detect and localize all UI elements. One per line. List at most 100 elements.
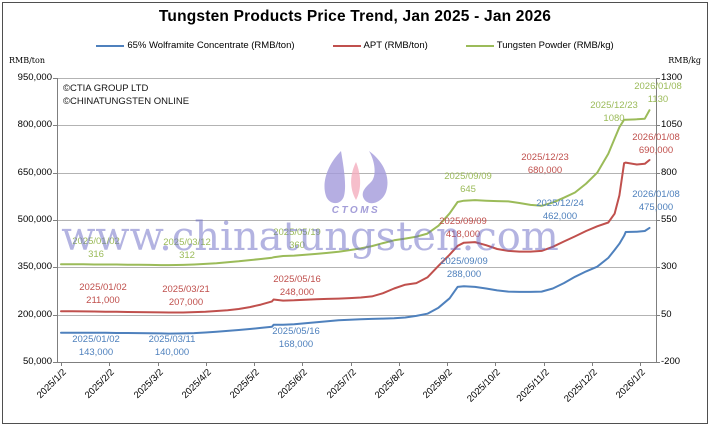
left-axis-unit: RMB/ton	[9, 56, 45, 65]
annotation-date: 2025/12/23	[521, 152, 569, 163]
annotation-apt: 2025/09/09 418,000	[439, 215, 487, 241]
legend-swatch-powder	[465, 44, 494, 47]
annotation-date: 2025/01/02	[72, 236, 120, 247]
annotation-powder: 2025/03/12 312	[163, 236, 211, 262]
annotation-date: 2026/01/08	[632, 189, 680, 200]
legend-item-powder: Tungsten Powder (RMB/kg)	[465, 40, 614, 51]
right-axis-tick-label: 800	[661, 166, 677, 178]
annotation-powder: 2025/01/02 316	[72, 235, 120, 261]
annotation-value: 248,000	[279, 287, 315, 298]
left-axis-tick	[53, 267, 57, 268]
right-axis-tick-label: 1300	[661, 72, 683, 83]
x-axis-tick	[495, 362, 496, 366]
annotation-date: 2025/09/09	[444, 171, 492, 182]
legend-item-apt: APT (RMB/ton)	[332, 40, 428, 51]
x-axis-tick	[351, 362, 352, 366]
legend: 65% Wolframite Concentrate (RMB/ton) APT …	[0, 40, 710, 51]
right-axis-tick	[656, 125, 660, 126]
left-axis-tick-label: 650,000	[17, 166, 52, 178]
annotation-apt: 2025/12/23 680,000	[521, 151, 569, 177]
annotation-powder: 2025/05/19 360	[273, 226, 321, 252]
annotation-apt: 2025/01/02 211,000	[79, 281, 127, 307]
left-axis-tick	[53, 78, 57, 79]
annotation-apt: 2026/01/08 690,000	[632, 131, 680, 157]
annotation-date: 2026/01/08	[632, 132, 680, 143]
series-line-powder	[60, 109, 651, 267]
gridline	[58, 125, 656, 126]
annotation-value: 316	[88, 249, 104, 260]
legend-label-powder: Tungsten Powder (RMB/kg)	[496, 40, 614, 51]
left-axis-tick-label: 350,000	[17, 261, 52, 273]
annotation-value: 690,000	[638, 145, 674, 156]
annotation-apt: 2025/05/16 248,000	[273, 273, 321, 299]
x-axis-tick	[399, 362, 400, 366]
x-axis-tick	[158, 362, 159, 366]
gridline	[58, 267, 656, 268]
series-line-wolframite	[60, 226, 651, 335]
annotation-value: 475,000	[638, 202, 674, 213]
annotation-date: 2025/03/11	[148, 334, 196, 345]
annotation-value: 462,000	[542, 211, 578, 222]
x-axis-tick	[254, 362, 255, 366]
left-axis-tick	[53, 315, 57, 316]
chart-title: Tungsten Products Price Trend, Jan 2025 …	[158, 8, 552, 25]
right-axis-tick-label: -200	[661, 356, 681, 367]
copyright-line-2: ©CHINATUNGSTEN ONLINE	[63, 96, 190, 107]
right-axis-tick	[656, 267, 660, 268]
annotation-value: 1130	[647, 94, 669, 105]
annotation-apt: 2025/03/21 207,000	[162, 283, 210, 309]
annotation-value: 207,000	[168, 297, 204, 308]
series-line-apt	[60, 159, 651, 314]
left-axis-tick	[53, 173, 57, 174]
annotation-value: 1080	[603, 113, 625, 124]
annotation-value: 288,000	[446, 269, 482, 280]
left-axis-tick-label: 50,000	[22, 356, 52, 367]
copyright-line-1: ©CTIA GROUP LTD	[63, 83, 149, 94]
annotation-date: 2025/12/23	[590, 100, 638, 111]
legend-item-wolframite: 65% Wolframite Concentrate (RMB/ton)	[96, 40, 295, 51]
annotation-value: 143,000	[78, 347, 114, 358]
annotation-powder: 2025/12/23 1080	[590, 99, 638, 125]
annotation-value: 645	[460, 184, 476, 195]
legend-label-apt: APT (RMB/ton)	[363, 40, 428, 51]
right-axis-tick-label: 550	[661, 214, 677, 225]
annotation-value: 211,000	[86, 295, 120, 306]
right-axis-tick	[656, 78, 660, 79]
annotation-wolframite: 2026/01/08 475,000	[632, 188, 680, 214]
annotation-date: 2025/12/24	[536, 198, 584, 209]
annotation-powder: 2026/01/08 1130	[634, 80, 682, 106]
right-axis-tick	[656, 362, 660, 363]
annotation-date: 2025/09/09	[439, 216, 487, 227]
right-axis-tick	[656, 220, 660, 221]
x-axis-tick	[592, 362, 593, 366]
annotation-wolframite: 2025/05/16 168,000	[272, 325, 320, 351]
annotation-value: 360	[289, 240, 305, 251]
x-axis-tick	[61, 362, 62, 366]
series-layer	[60, 109, 651, 335]
legend-swatch-apt	[332, 44, 361, 47]
annotation-value: 140,000	[154, 347, 190, 358]
left-axis-tick-label: 950,000	[17, 72, 52, 83]
annotation-wolframite: 2025/03/11 140,000	[149, 333, 196, 359]
annotation-value: 168,000	[278, 339, 314, 350]
annotation-powder: 2025/09/09 645	[444, 170, 492, 196]
annotation-date: 2025/05/16	[272, 326, 320, 337]
legend-label-wolframite: 65% Wolframite Concentrate (RMB/ton)	[127, 40, 295, 51]
x-axis-tick	[640, 362, 641, 366]
right-axis-tick-label: 1050	[661, 119, 683, 131]
x-axis-tick	[109, 362, 110, 366]
x-axis-tick	[544, 362, 545, 366]
annotation-date: 2025/09/09	[440, 256, 488, 267]
x-axis-tick	[447, 362, 448, 366]
left-axis-tick	[53, 125, 57, 126]
annotation-date: 2025/05/19	[273, 227, 321, 238]
right-axis-unit: RMB/kg	[668, 56, 701, 65]
left-axis-tick-label: 200,000	[17, 308, 52, 320]
annotation-date: 2025/03/21	[162, 284, 210, 295]
annotation-value: 418,000	[445, 229, 481, 240]
legend-swatch-wolframite	[96, 44, 125, 47]
x-axis-tick	[302, 362, 303, 366]
x-axis-tick	[206, 362, 207, 366]
